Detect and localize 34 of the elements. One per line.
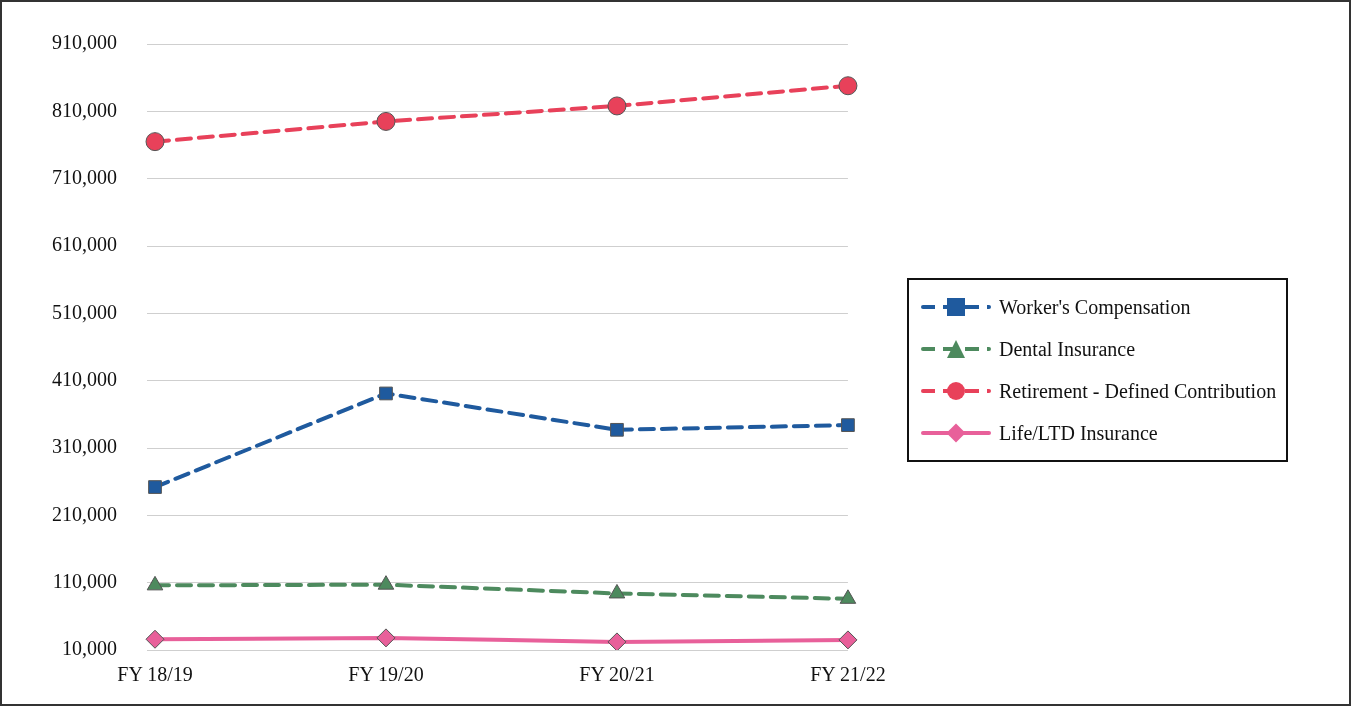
y-tick-label: 10,000	[62, 637, 117, 660]
y-tick-label: 810,000	[52, 98, 117, 121]
x-tick-label: FY 21/22	[810, 663, 886, 686]
point	[148, 480, 162, 494]
y-tick-label: 210,000	[52, 502, 117, 525]
point	[379, 386, 393, 401]
y-tick-label: 110,000	[52, 569, 117, 592]
y-tick-label: 610,000	[52, 233, 117, 256]
legend-label: Worker's Compensation	[999, 295, 1191, 319]
x-tick-label: FY 20/21	[579, 663, 655, 686]
point	[145, 629, 165, 649]
legend-label: Dental Insurance	[999, 337, 1136, 361]
y-tick-label: 910,000	[52, 31, 117, 54]
legend-label: Life/LTD Insurance	[999, 421, 1158, 445]
legend-label: Retirement - Defined Contribution	[999, 379, 1277, 403]
point	[838, 76, 858, 96]
point	[377, 575, 395, 590]
point	[376, 628, 396, 648]
point	[838, 630, 858, 650]
point	[839, 589, 857, 604]
point	[146, 575, 164, 591]
point	[607, 96, 627, 116]
point	[841, 418, 855, 432]
x-tick-label: FY 18/19	[117, 663, 193, 686]
point	[610, 422, 624, 437]
point	[376, 111, 396, 131]
point	[607, 632, 627, 650]
y-tick-label: 410,000	[52, 367, 117, 390]
point	[608, 583, 626, 599]
point	[145, 132, 165, 152]
y-tick-label: 710,000	[52, 165, 117, 188]
x-tick-label: FY 19/20	[348, 663, 424, 686]
y-tick-label: 310,000	[52, 435, 117, 458]
y-tick-label: 510,000	[52, 300, 117, 323]
